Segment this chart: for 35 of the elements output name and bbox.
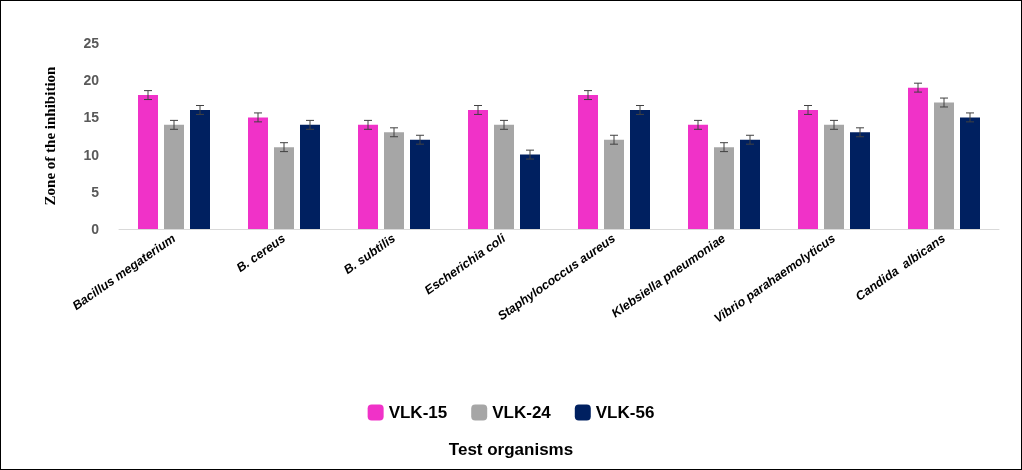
y-tick-label: 5 xyxy=(91,183,100,200)
bar xyxy=(714,147,734,229)
bar xyxy=(520,154,540,229)
bar xyxy=(824,124,844,229)
bar xyxy=(740,139,760,229)
text: Test organisms xyxy=(448,440,574,459)
bar xyxy=(934,102,954,229)
bar xyxy=(688,124,708,229)
y-tick-label: 0 xyxy=(91,221,100,237)
bar xyxy=(468,109,488,229)
bar xyxy=(410,139,430,229)
y-tick-label: 15 xyxy=(83,109,100,126)
legend-label: VLK-24 xyxy=(492,403,552,422)
bar xyxy=(164,124,184,229)
bar xyxy=(578,95,598,229)
legend-label: VLK-56 xyxy=(595,403,655,422)
bar xyxy=(908,87,928,229)
bar xyxy=(604,139,624,229)
bar xyxy=(138,95,158,229)
y-axis-title: Zone of the inhibition xyxy=(41,65,58,206)
legend-label: VLK-15 xyxy=(388,403,448,422)
bar xyxy=(798,109,818,229)
bar xyxy=(494,124,514,229)
y-tick-label: 20 xyxy=(83,72,100,89)
bar xyxy=(300,124,320,229)
bar xyxy=(248,117,268,229)
bar xyxy=(960,117,980,229)
y-tick-label: 25 xyxy=(83,35,100,51)
bar xyxy=(358,124,378,229)
y-tick-label: 10 xyxy=(83,146,100,163)
bar xyxy=(274,147,294,229)
bar xyxy=(384,132,404,229)
bar xyxy=(630,109,650,229)
bar xyxy=(850,132,870,229)
bar xyxy=(190,109,210,229)
